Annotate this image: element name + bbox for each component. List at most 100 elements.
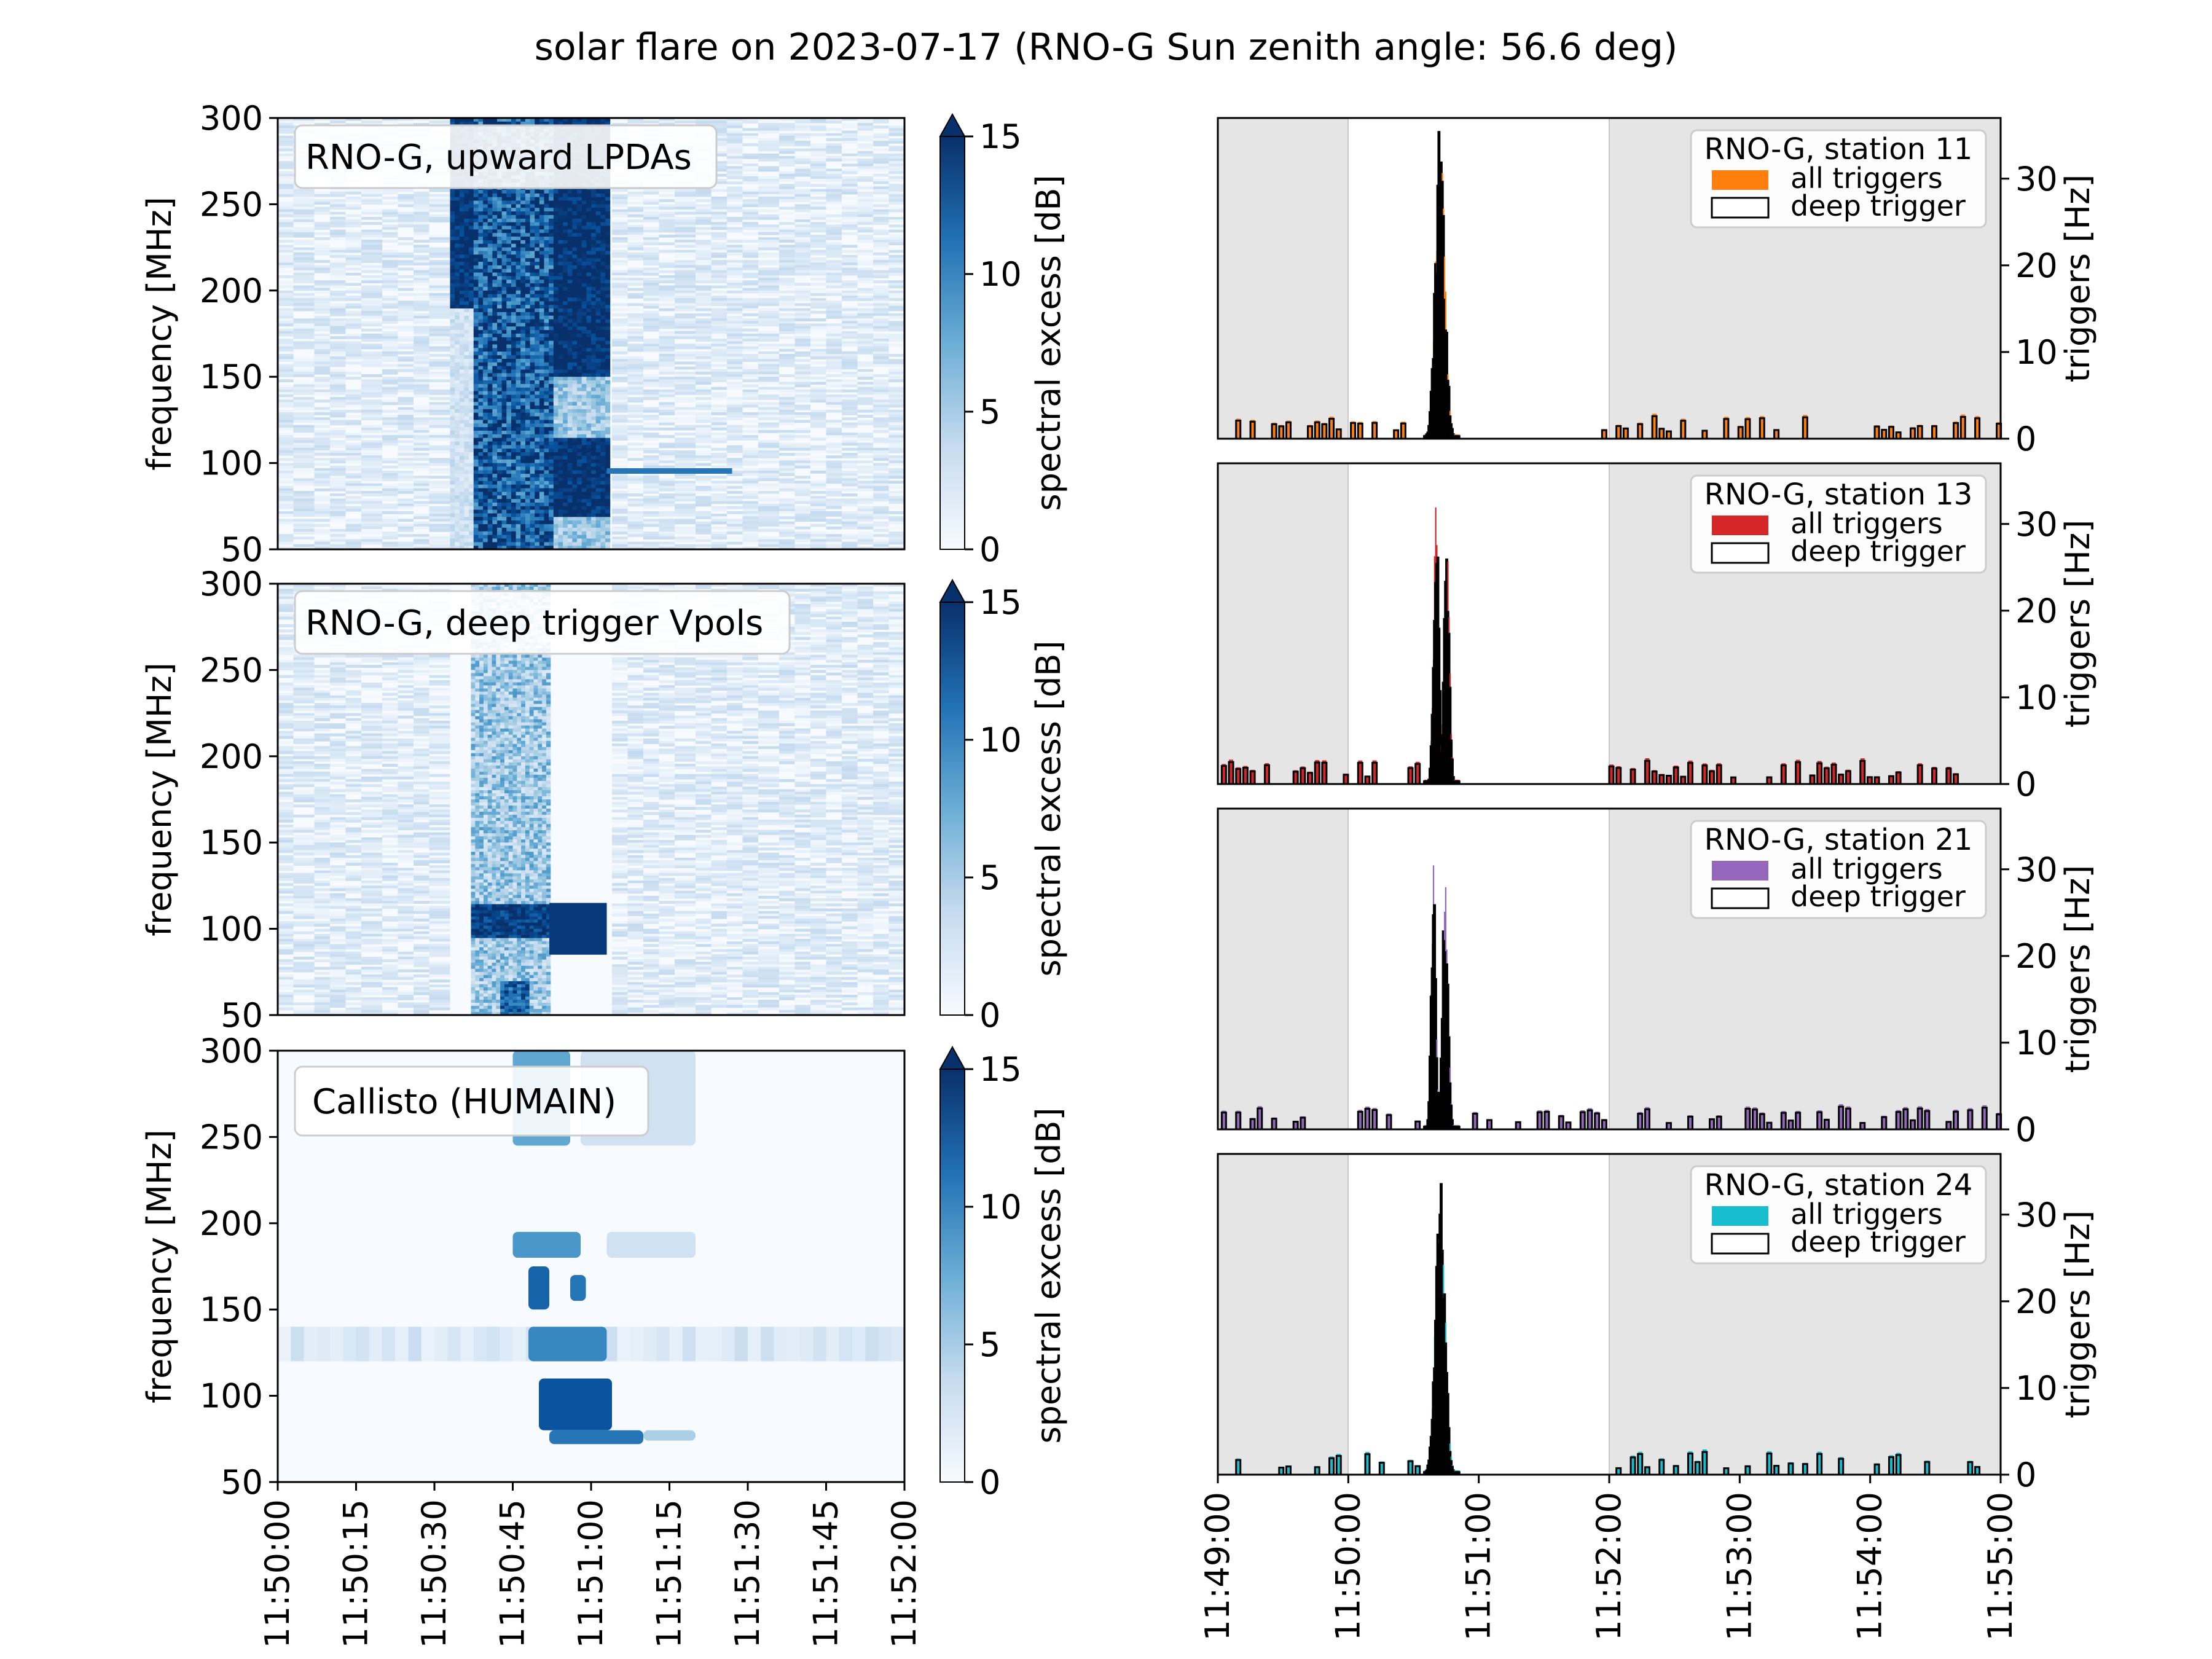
heatmap-cell (483, 290, 488, 295)
heatmap-cell (794, 493, 810, 496)
heatmap-cell (314, 191, 330, 195)
heatmap-cell (888, 176, 904, 179)
heatmap-cell (455, 121, 460, 126)
heatmap-cell (779, 326, 795, 329)
heatmap-cell (873, 159, 889, 162)
heatmap-cell (794, 519, 810, 522)
heatmap-cell (794, 171, 810, 175)
heatmap-cell (711, 138, 727, 141)
heatmap-cell (643, 458, 659, 461)
heatmap-cell (794, 272, 810, 276)
heatmap-cell (810, 397, 826, 400)
heatmap-cell (643, 272, 659, 276)
heatmap-cell (455, 466, 460, 471)
heatmap-cell (810, 260, 826, 263)
heatmap-cell (455, 197, 460, 202)
heatmap-cell (450, 499, 455, 503)
heatmap-cell (330, 290, 346, 294)
heatmap-cell (314, 252, 330, 256)
heatmap-cell (492, 402, 498, 406)
heatmap-cell (414, 339, 429, 342)
heatmap-cell (810, 146, 826, 149)
heatmap-cell (758, 209, 779, 213)
heatmap-cell (612, 275, 628, 278)
heatmap-cell (478, 348, 484, 352)
heatmap-cell (873, 483, 889, 487)
heatmap-cell (742, 429, 758, 433)
heatmap-cell (779, 420, 795, 423)
heatmap-cell (314, 506, 330, 509)
heatmap-cell (464, 297, 469, 302)
heatmap-cell (794, 496, 810, 500)
heatmap-cell (826, 176, 842, 179)
heatmap-cell (330, 321, 346, 324)
heatmap-cell (293, 371, 315, 375)
heatmap-cell (612, 303, 628, 307)
heatmap-cell (627, 270, 643, 273)
heatmap-cell (414, 442, 429, 446)
heatmap-cell (711, 270, 727, 273)
heatmap-cell (345, 445, 361, 449)
heatmap-cell (382, 377, 398, 380)
heatmap-cell (742, 161, 758, 164)
heatmap-cell (459, 517, 465, 521)
heatmap-cell (487, 265, 493, 270)
heatmap-cell (810, 123, 826, 126)
heatmap-cell (888, 303, 904, 307)
heatmap-cell (330, 308, 346, 312)
heatmap-cell (888, 163, 904, 167)
heatmap-cell (455, 430, 460, 435)
heatmap-cell (873, 328, 889, 332)
heatmap-cell (293, 267, 315, 271)
heatmap-cell (779, 232, 795, 235)
heatmap-cell (330, 402, 346, 406)
heatmap-cell (888, 283, 904, 286)
heatmap-cell (826, 382, 842, 385)
heatmap-cell (314, 354, 330, 357)
heatmap-cell (473, 200, 479, 205)
heatmap-cell (450, 251, 455, 255)
heatmap-cell (314, 359, 330, 363)
heatmap-cell (711, 348, 727, 352)
heatmap-cell (459, 340, 465, 345)
heatmap-cell (842, 331, 858, 334)
heatmap-cell (464, 226, 469, 230)
heatmap-cell (473, 380, 479, 385)
heatmap-cell (455, 492, 460, 496)
heatmap-cell (857, 546, 873, 549)
heatmap-cell (487, 434, 493, 439)
heatmap-cell (643, 189, 659, 192)
heatmap-cell (398, 409, 414, 413)
heatmap-cell (810, 224, 826, 228)
heatmap-cell (429, 234, 450, 238)
heatmap-cell (473, 315, 479, 320)
heatmap-cell (414, 296, 429, 299)
heatmap-cell (643, 211, 659, 215)
heatmap-cell (464, 319, 469, 324)
heatmap-cell (612, 227, 628, 230)
heatmap-cell (758, 524, 779, 527)
heatmap-cell (478, 222, 484, 227)
heatmap-cell (826, 290, 842, 294)
heatmap-cell (414, 496, 429, 500)
heatmap-cell (450, 538, 455, 543)
heatmap-cell (487, 334, 493, 338)
heatmap-cell (450, 463, 455, 468)
heatmap-cell (826, 197, 842, 200)
heatmap-cell (779, 260, 795, 263)
heatmap-cell (696, 415, 712, 418)
heatmap-cell (483, 334, 488, 338)
heatmap-cell (487, 229, 493, 233)
heatmap-cell (888, 313, 904, 316)
heatmap-cell (464, 535, 469, 539)
heatmap-cell (414, 209, 429, 213)
heatmap-cell (478, 402, 484, 406)
heatmap-cell (469, 416, 474, 420)
heatmap-cell (361, 391, 382, 395)
heatmap-cell (497, 222, 503, 227)
heatmap-cell (429, 260, 450, 263)
heatmap-cell (330, 420, 346, 423)
heatmap-cell (473, 502, 479, 507)
heatmap-cell (459, 294, 465, 299)
